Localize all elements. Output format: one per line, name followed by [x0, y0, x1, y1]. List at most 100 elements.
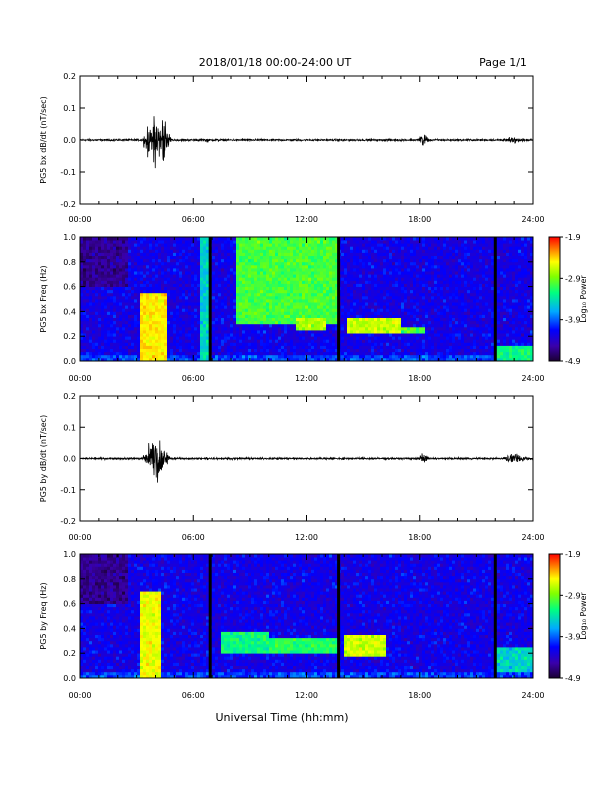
spectrogram-cell	[416, 246, 420, 250]
spectrogram-cell	[422, 246, 426, 250]
spectrogram-cell	[269, 243, 273, 247]
spectrogram-cell	[368, 286, 372, 291]
spectrogram-cell	[380, 258, 384, 263]
spectrogram-cell	[356, 330, 360, 334]
spectrogram-cell	[425, 249, 429, 253]
spectrogram-cell	[308, 351, 312, 356]
spectrogram-cell	[152, 314, 156, 318]
spectrogram-cell	[182, 299, 186, 303]
spectrogram-cell	[161, 333, 165, 337]
spectrogram-cell	[344, 317, 348, 322]
spectrogram-cell	[170, 348, 174, 353]
spectrogram-cell	[434, 274, 438, 278]
spectrogram-cell	[143, 354, 147, 359]
spectrogram-cell	[107, 271, 111, 275]
spectrogram-cell	[176, 351, 180, 356]
spectrogram-cell	[176, 336, 180, 340]
spectrogram-cell	[263, 292, 267, 297]
spectrogram-cell	[254, 336, 258, 340]
spectrogram-cell	[293, 308, 297, 312]
spectrogram-cell	[212, 264, 216, 269]
spectrogram-cell	[227, 271, 231, 275]
spectrogram-cell	[242, 277, 246, 281]
spectrogram-cell	[212, 333, 216, 337]
spectrogram-cell	[89, 317, 93, 322]
spectrogram-cell	[404, 348, 408, 353]
spectrogram-cell	[320, 246, 324, 250]
spectrogram-cell	[416, 339, 420, 343]
spectrogram-cell	[356, 342, 360, 346]
spectrogram-cell	[287, 320, 291, 325]
spectrogram-cell	[341, 330, 345, 334]
spectrogram-cell	[356, 277, 360, 281]
spectrogram-cell	[170, 295, 174, 300]
spectrogram-cell	[269, 314, 273, 318]
spectrogram-cell	[416, 258, 420, 263]
spectrogram-cell	[386, 283, 390, 287]
spectrogram-cell	[230, 326, 234, 331]
spectrogram-cell	[98, 286, 102, 291]
spectrogram-cell	[215, 249, 219, 253]
spectrogram-cell	[386, 320, 390, 325]
spectrogram-cell	[206, 271, 210, 275]
spectrogram-cell	[323, 277, 327, 281]
spectrogram-cell	[287, 237, 291, 241]
spectrogram-cell	[332, 357, 336, 362]
spectrogram-cell	[110, 330, 114, 334]
spectrogram-cell	[302, 348, 306, 353]
spectrogram-cell	[293, 261, 297, 266]
spectrogram-cell	[395, 289, 399, 294]
spectrogram-cell	[275, 305, 279, 309]
spectrogram-cell	[302, 280, 306, 284]
spectrogram-cell	[146, 351, 150, 356]
spectrogram-cell	[347, 237, 351, 241]
spectrogram-cell	[431, 308, 435, 312]
spectrogram-cell	[221, 274, 225, 278]
spectrogram-cell	[326, 261, 330, 266]
spectrogram-cell	[245, 240, 249, 244]
spectrogram-cell	[293, 268, 297, 272]
spectrogram-cell	[410, 320, 414, 325]
spectrogram-cell	[269, 283, 273, 287]
spectrogram-cell	[251, 264, 255, 269]
spectrogram-cell	[92, 323, 96, 328]
spectrogram-cell	[80, 292, 84, 297]
spectrogram-cell	[239, 302, 243, 306]
spectrogram-cell	[158, 264, 162, 269]
spectrogram-cell	[140, 237, 144, 241]
spectrogram-cell	[116, 305, 120, 309]
spectrogram-cell	[359, 345, 363, 349]
spectrogram-cell	[296, 292, 300, 297]
spectrogram-cell	[137, 323, 141, 328]
spectrogram-cell	[80, 237, 84, 241]
spectrogram-cell	[242, 333, 246, 337]
spectrogram-cell	[395, 274, 399, 278]
spectrogram-cell	[107, 317, 111, 322]
spectrogram-cell	[320, 240, 324, 244]
spectrogram-cell	[167, 295, 171, 300]
spectrogram-cell	[218, 292, 222, 297]
spectrogram-cell	[137, 314, 141, 318]
spectrogram-cell	[446, 357, 450, 362]
spectrogram-cell	[413, 280, 417, 284]
spectrogram-cell	[401, 252, 405, 256]
spectrogram-cell	[401, 333, 405, 337]
spectrogram-cell	[161, 261, 165, 266]
spectrogram-cell	[356, 258, 360, 263]
spectrogram-cell	[176, 252, 180, 256]
spectrogram-cell	[386, 302, 390, 306]
spectrogram-cell	[368, 302, 372, 306]
spectrogram-cell	[107, 308, 111, 312]
spectrogram-cell	[230, 354, 234, 359]
spectrogram-cell	[302, 292, 306, 297]
spectrogram-cell	[380, 268, 384, 272]
spectrogram-cell	[305, 333, 309, 337]
spectrogram-cell	[188, 271, 192, 275]
spectrogram-cell	[275, 308, 279, 312]
spectrogram-cell	[134, 308, 138, 312]
spectrogram-cell	[236, 339, 240, 343]
spectrogram-cell	[314, 314, 318, 318]
spectrogram-cell	[185, 323, 189, 328]
spectrogram-cell	[422, 326, 426, 331]
spectrogram-cell	[164, 345, 168, 349]
